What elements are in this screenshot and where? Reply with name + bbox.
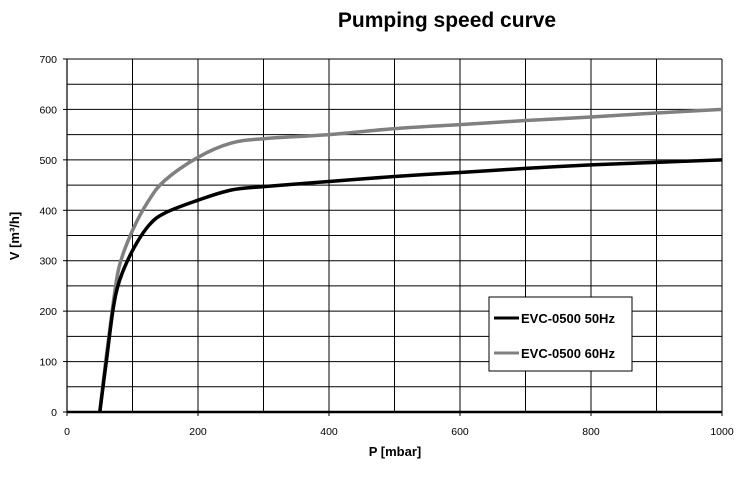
legend: EVC-0500 50Hz EVC-0500 60Hz	[488, 296, 633, 372]
series-lines	[98, 107, 723, 413]
y-tick-label: 300	[39, 256, 57, 268]
y-tick-label: 200	[39, 306, 57, 318]
y-tick-label: 100	[39, 357, 57, 369]
x-axis-label: P [mbar]	[369, 444, 422, 459]
y-tick-label: 0	[51, 407, 57, 419]
series-line-evc-0500-50hz	[98, 158, 723, 413]
x-tick-labels: 0 200 400 600 800 1000	[64, 412, 734, 438]
y-tick-label: 700	[39, 54, 57, 66]
x-tick-label: 800	[582, 426, 600, 438]
x-tick-label: 600	[451, 426, 469, 438]
x-tick-label: 1000	[710, 426, 734, 438]
legend-label-60hz: EVC-0500 60Hz	[521, 346, 615, 361]
y-tick-label: 600	[39, 104, 57, 116]
legend-box	[488, 296, 633, 372]
chart-title: Pumping speed curve	[338, 9, 556, 32]
y-tick-labels: 0 100 200 300 400 500 600 700	[39, 54, 67, 419]
x-tick-label: 0	[64, 426, 70, 438]
x-tick-label: 400	[320, 426, 338, 438]
y-axis-label: V [m³/h]	[7, 212, 22, 260]
y-tick-label: 400	[39, 205, 57, 217]
series-line-evc-0500-60hz	[98, 107, 723, 413]
legend-label-50hz: EVC-0500 50Hz	[521, 311, 615, 326]
axes	[66, 59, 722, 414]
x-tick-label: 200	[189, 426, 207, 438]
y-tick-label: 500	[39, 155, 57, 167]
